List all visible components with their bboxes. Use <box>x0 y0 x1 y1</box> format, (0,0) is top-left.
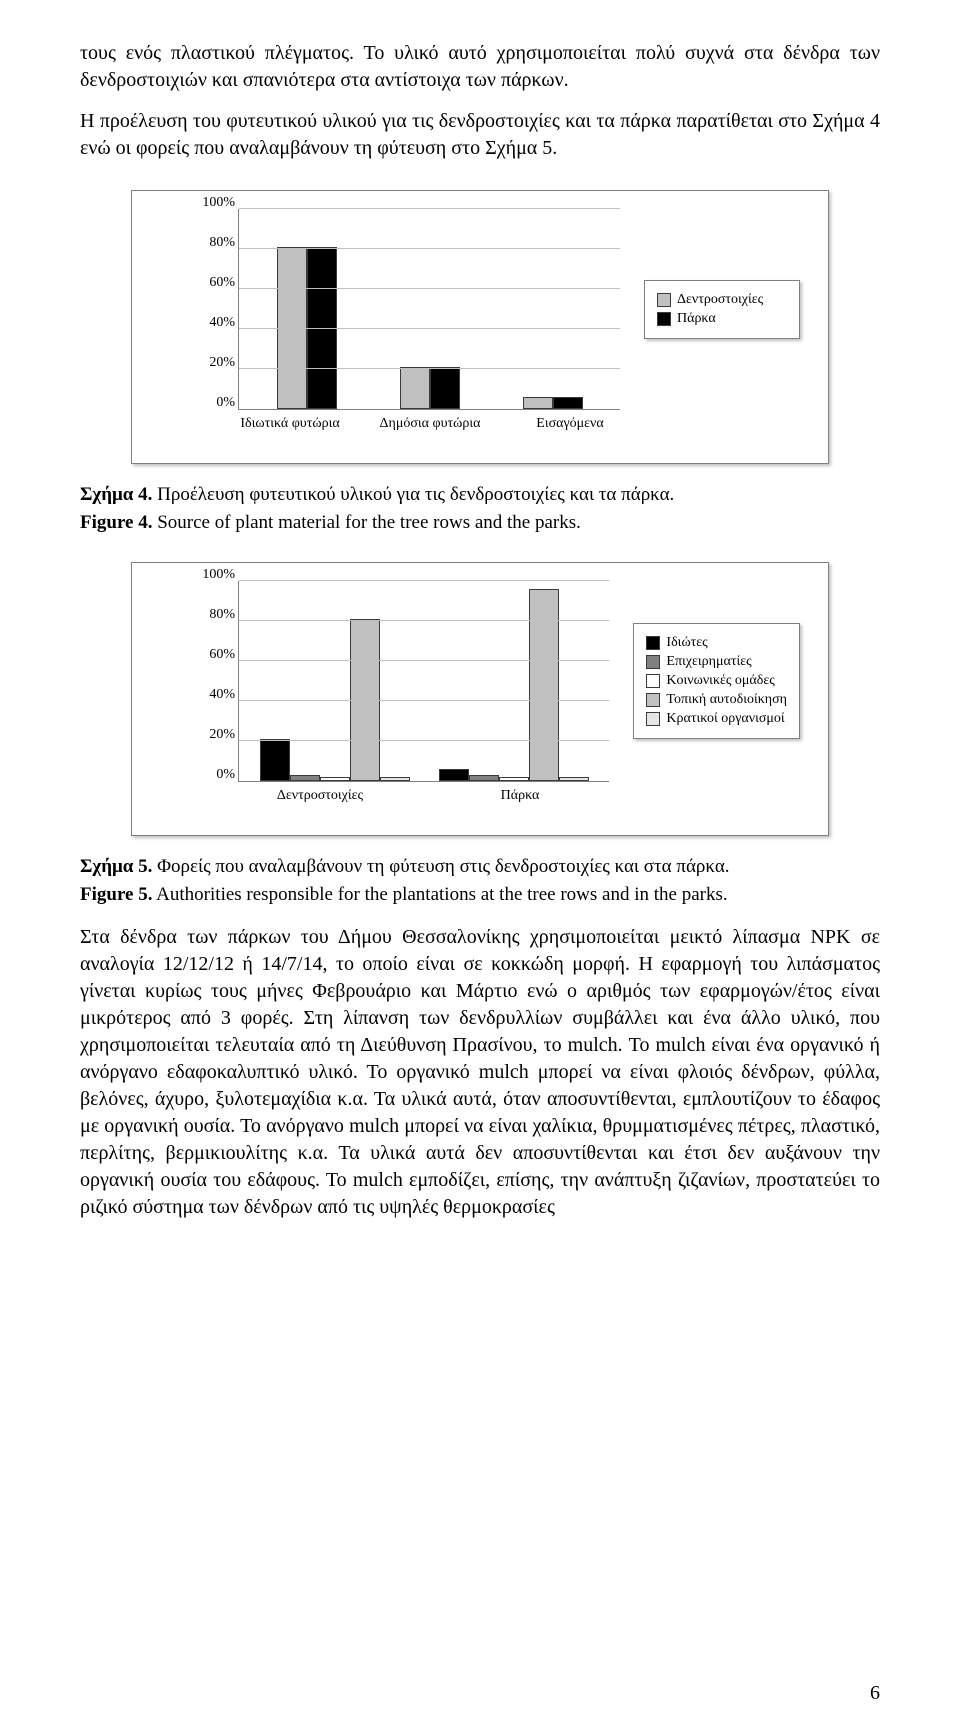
paragraph-3: Στα δένδρα των πάρκων του Δήμου Θεσσαλον… <box>80 924 880 1221</box>
bar <box>499 777 529 781</box>
legend-item: Πάρκα <box>657 311 787 327</box>
chart-5-legend: Ιδιώτες Επιχειρηματίες Κοινωνικές ομάδες Το… <box>633 623 800 739</box>
chart-4-caption-en-text: Source of plant material for the tree ro… <box>152 512 580 533</box>
chart-5-caption-en-text: Authorities responsible for the plantati… <box>152 884 727 905</box>
legend-swatch <box>657 293 671 307</box>
y-tick: 40% <box>185 315 235 331</box>
y-tick: 80% <box>185 235 235 251</box>
grid-line <box>239 700 609 701</box>
y-tick: 60% <box>185 647 235 663</box>
chart-4: 0%20%40%60%80%100% ΔεντροστοιχίεςΠάρκα Ι… <box>131 190 829 464</box>
x-tick: Δημόσια φυτώρια <box>367 416 493 433</box>
legend-item: Ιδιώτες <box>646 635 787 651</box>
bar-group <box>374 367 485 409</box>
bar <box>439 769 469 781</box>
bar <box>559 777 589 781</box>
x-tick: Δεντροστοιχίες <box>230 788 410 805</box>
chart-5-plot: 0%20%40%60%80%100% <box>238 581 609 782</box>
bar <box>320 777 350 781</box>
chart-5-caption-gr-label: Σχήμα 5. <box>80 856 152 877</box>
legend-label: Κοινωνικές ομάδες <box>666 673 774 689</box>
legend-label: Τοπική αυτοδιοίκηση <box>666 692 787 708</box>
y-tick: 100% <box>185 567 235 583</box>
y-tick: 20% <box>185 355 235 371</box>
chart-4-legend: Δεντροστοιχίες Πάρκα <box>644 280 800 339</box>
chart-4-plot: 0%20%40%60%80%100% <box>238 209 620 410</box>
chart-4-caption-gr-label: Σχήμα 4. <box>80 484 152 505</box>
chart-5-caption-en: Figure 5. Authorities responsible for th… <box>80 884 880 906</box>
legend-label: Ιδιώτες <box>666 635 707 651</box>
legend-item: Επιχειρηματίες <box>646 654 787 670</box>
grid-line <box>239 740 609 741</box>
chart-5-caption-en-label: Figure 5. <box>80 884 152 905</box>
bar-group <box>497 397 608 409</box>
bar <box>529 589 559 781</box>
paragraph-2: Η προέλευση του φυτευτικού υλικού για τι… <box>80 108 880 162</box>
legend-label: Επιχειρηματίες <box>666 654 751 670</box>
legend-label: Κρατικοί οργανισμοί <box>666 711 784 727</box>
bar <box>380 777 410 781</box>
chart-4-caption-gr-text: Προέλευση φυτευτικού υλικού για τις δενδ… <box>152 484 674 505</box>
grid-line <box>239 288 620 289</box>
chart-4-caption-en-label: Figure 4. <box>80 512 152 533</box>
page-number: 6 <box>870 1682 880 1705</box>
chart-4-caption-en: Figure 4. Source of plant material for t… <box>80 512 880 534</box>
legend-swatch <box>646 674 660 688</box>
y-tick: 100% <box>185 195 235 211</box>
legend-swatch <box>646 712 660 726</box>
x-tick: Ιδιωτικά φυτώρια <box>227 416 353 433</box>
bar <box>553 397 583 409</box>
y-tick: 0% <box>185 767 235 783</box>
legend-item: Τοπική αυτοδιοίκηση <box>646 692 787 708</box>
y-tick: 40% <box>185 687 235 703</box>
chart-5: 0%20%40%60%80%100% ΙδιώτεςΕπιχειρηματίες… <box>131 562 829 836</box>
y-tick: 0% <box>185 395 235 411</box>
x-tick: Εισαγόμενα <box>507 416 633 433</box>
grid-line <box>239 580 609 581</box>
y-tick: 60% <box>185 275 235 291</box>
legend-item: Δεντροστοιχίες <box>657 292 787 308</box>
legend-item: Κοινωνικές ομάδες <box>646 673 787 689</box>
legend-item: Κρατικοί οργανισμοί <box>646 711 787 727</box>
y-tick: 20% <box>185 727 235 743</box>
bar-group <box>433 589 594 781</box>
bar <box>430 367 460 409</box>
x-tick: Πάρκα <box>430 788 610 805</box>
bar <box>400 367 430 409</box>
grid-line <box>239 660 609 661</box>
grid-line <box>239 328 620 329</box>
bar <box>469 775 499 781</box>
legend-label: Δεντροστοιχίες <box>677 292 763 308</box>
legend-label: Πάρκα <box>677 311 716 327</box>
bar <box>260 739 290 781</box>
bar <box>523 397 553 409</box>
chart-5-caption-gr: Σχήμα 5. Φορείς που αναλαμβάνουν τη φύτε… <box>80 856 880 878</box>
legend-swatch <box>646 655 660 669</box>
y-tick: 80% <box>185 607 235 623</box>
grid-line <box>239 620 609 621</box>
grid-line <box>239 248 620 249</box>
chart-4-caption-gr: Σχήμα 4. Προέλευση φυτευτικού υλικού για… <box>80 484 880 506</box>
legend-swatch <box>646 693 660 707</box>
legend-swatch <box>646 636 660 650</box>
paragraph-1: τους ενός πλαστικού πλέγματος. Το υλικό … <box>80 40 880 94</box>
chart-5-caption-gr-text: Φορείς που αναλαμβάνουν τη φύτευση στις … <box>152 856 729 877</box>
bar <box>290 775 320 781</box>
grid-line <box>239 208 620 209</box>
grid-line <box>239 368 620 369</box>
legend-swatch <box>657 312 671 326</box>
